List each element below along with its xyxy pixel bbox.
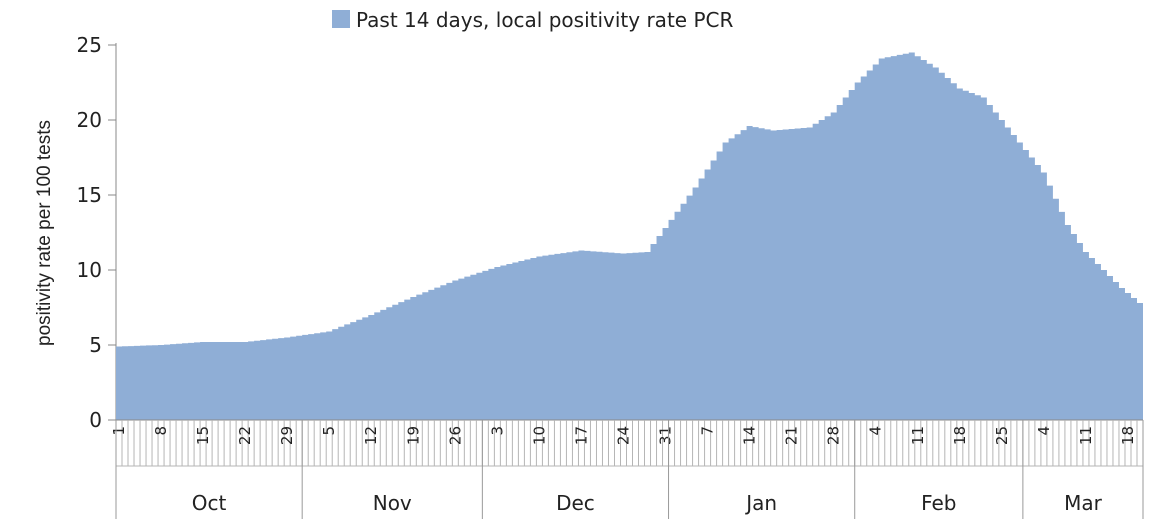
x-day-tick-label: 29 <box>278 426 296 445</box>
y-tick-label: 15 <box>77 183 102 207</box>
x-day-tick-label: 17 <box>572 426 590 445</box>
legend-swatch <box>332 10 350 28</box>
x-day-tick-label: 10 <box>530 426 548 445</box>
x-day-tick-label: 3 <box>488 426 506 436</box>
x-day-tick-label: 5 <box>320 426 338 436</box>
chart-legend: Past 14 days, local positivity rate PCR <box>332 8 733 32</box>
x-day-tick-label: 18 <box>1119 426 1137 445</box>
x-day-tick-label: 24 <box>614 426 632 445</box>
x-day-tick-label: 4 <box>867 426 885 436</box>
month-label: Feb <box>921 491 956 515</box>
x-axis: 1 8 15 22 29 5 12 19 26 3 10 17 24 31 7 14 21 28 4 11 18 25 4 1… <box>110 419 1144 519</box>
x-day-tick-label: 14 <box>741 426 759 445</box>
month-label: Nov <box>373 491 412 515</box>
x-day-tick-label: 8 <box>152 426 170 436</box>
x-day-tick-label: 26 <box>446 426 464 445</box>
y-axis-title: positivity rate per 100 tests <box>34 120 55 346</box>
x-day-tick-label: 11 <box>1077 426 1095 445</box>
x-day-tick-label: 19 <box>404 426 422 445</box>
x-day-tick-label: 15 <box>194 426 212 445</box>
y-axis: 0 5 10 15 20 25 <box>77 33 117 432</box>
x-day-tick-label: 22 <box>236 426 254 445</box>
x-day-tick-label: 1 <box>110 426 128 436</box>
legend-label: Past 14 days, local positivity rate PCR <box>356 8 733 32</box>
month-label: Dec <box>556 491 595 515</box>
positivity-rate-area <box>116 52 1143 420</box>
x-day-tick-label: 7 <box>699 426 717 436</box>
x-day-tick-label: 31 <box>657 426 675 445</box>
x-day-tick-label: 21 <box>783 426 801 445</box>
y-tick-label: 25 <box>77 33 102 57</box>
x-day-tick-label: 28 <box>825 426 843 445</box>
x-day-tick-label: 11 <box>909 426 927 445</box>
y-tick-label: 0 <box>89 408 102 432</box>
x-day-tick-label: 12 <box>362 426 380 445</box>
x-day-tick-label: 25 <box>993 426 1011 445</box>
month-label: Mar <box>1064 491 1103 515</box>
y-tick-label: 20 <box>77 108 102 132</box>
month-label: Oct <box>192 491 227 515</box>
y-tick-label: 5 <box>89 333 102 357</box>
x-day-tick-label: 18 <box>951 426 969 445</box>
month-label: Jan <box>744 491 777 515</box>
x-day-tick-label: 4 <box>1035 426 1053 436</box>
y-tick-label: 10 <box>77 258 102 282</box>
